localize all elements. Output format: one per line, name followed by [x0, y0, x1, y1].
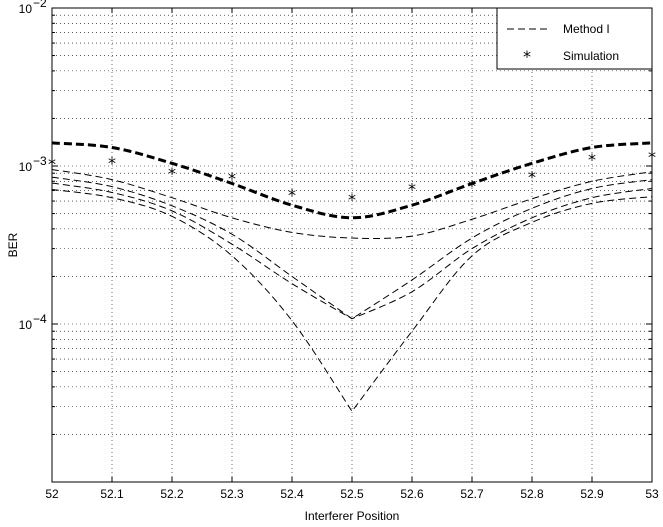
x-tick-label: 52.7: [460, 487, 484, 501]
series-method-curve-4: [51, 189, 653, 413]
legend: Method I * Simulation: [496, 7, 653, 70]
y-tick-label: 10: [19, 160, 33, 174]
x-tick-label: 53: [645, 487, 659, 501]
x-tick-label: 52.2: [160, 487, 184, 501]
y-tick-label: 10: [19, 318, 33, 332]
simulation-marker: *: [468, 177, 476, 196]
simulation-marker: *: [228, 169, 236, 188]
y-tick-label-base: 10: [19, 318, 33, 332]
x-tick-label: 52.1: [100, 487, 124, 501]
simulation-marker: *: [288, 186, 296, 205]
tick-layer: 52 52.1 52.2 52.3 52.4 52.5 52.6 52.7 52.8 52.9 53…: [19, 0, 659, 501]
x-tick-label: 52.3: [220, 487, 244, 501]
x-tick-label: 52.5: [340, 487, 364, 501]
legend-box: [496, 7, 653, 70]
y-tick-label-base: 10: [19, 160, 33, 174]
series-method-curve-2: [51, 176, 653, 320]
y-tick-label-base: 10: [19, 2, 33, 16]
series-method-curve-1: [51, 169, 653, 240]
legend-swatch-simulation: *: [523, 47, 531, 66]
simulation-marker: *: [108, 154, 116, 173]
simulation-marker: *: [588, 150, 596, 169]
x-axis-title: Interferer Position: [305, 509, 400, 523]
simulation-marker: *: [168, 164, 176, 183]
x-tick-label: 52.9: [580, 487, 604, 501]
simulation-marker: *: [528, 167, 536, 186]
y-tick-label-exponent: −2: [33, 0, 47, 10]
y-tick-label: 10: [19, 2, 33, 16]
legend-label-method: Method I: [563, 22, 610, 36]
series-method-bold-curve: [51, 141, 653, 220]
x-tick-label: 52.6: [400, 487, 424, 501]
x-tick-label: 52.4: [280, 487, 304, 501]
series-layer: * ** ** ** * ** *: [48, 141, 656, 413]
y-axis-title: BER: [6, 232, 20, 257]
y-tick-label-exponent: −4: [33, 312, 47, 326]
x-tick-label: 52: [45, 487, 59, 501]
x-tick-label: 52.8: [520, 487, 544, 501]
simulation-marker: *: [348, 190, 356, 209]
series-method-curve-3: [51, 182, 653, 320]
y-tick-label-exponent: −3: [33, 154, 47, 168]
plot-area: [52, 8, 652, 482]
legend-label-simulation: Simulation: [563, 49, 619, 63]
simulation-marker: *: [408, 180, 416, 199]
